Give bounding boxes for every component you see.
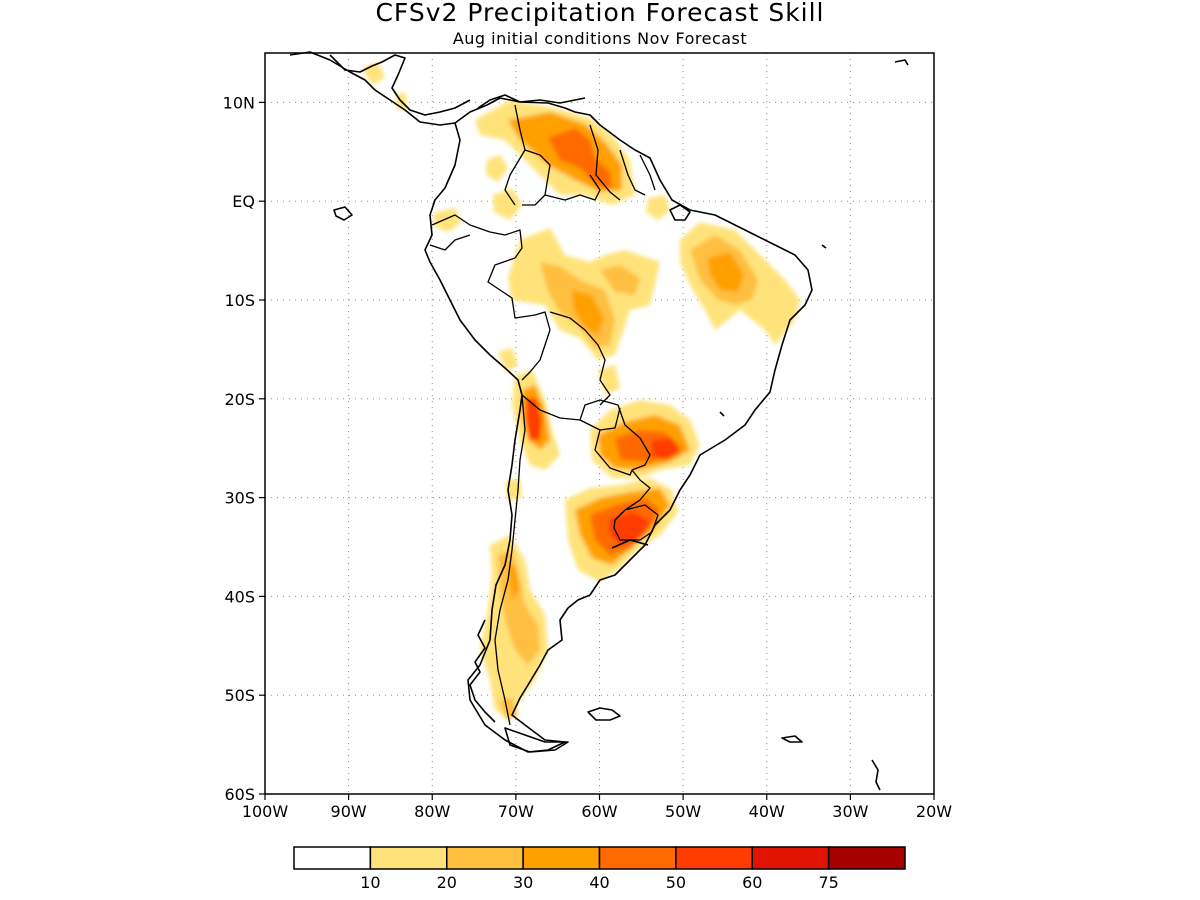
colorbar-label: 30 bbox=[513, 873, 533, 892]
colorbar-label: 40 bbox=[589, 873, 609, 892]
border-bolivia-brazil bbox=[549, 311, 611, 406]
colorbar-legend: 10 20 30 40 50 60 75 bbox=[293, 846, 906, 892]
skill-region-ne-brazil-core bbox=[708, 252, 744, 292]
caribbean-coastline bbox=[477, 94, 586, 109]
skill-region-amazon-core bbox=[572, 290, 604, 335]
border-venezuela-colombia-east bbox=[504, 149, 526, 206]
lon-tick-label: 20W bbox=[916, 802, 952, 821]
fernando-island bbox=[821, 244, 827, 249]
sandwich-islands bbox=[871, 759, 881, 791]
colorbar-bin bbox=[293, 846, 372, 870]
lon-tick-label: 90W bbox=[331, 802, 367, 821]
colorbar-bin bbox=[598, 846, 677, 870]
central-america-coastline-north bbox=[329, 54, 471, 116]
coastlines bbox=[289, 51, 909, 791]
lat-tick-label: 50S bbox=[224, 686, 255, 705]
skill-spot-colombia-2 bbox=[493, 188, 522, 220]
atlantic-island-ne bbox=[894, 59, 909, 66]
south-georgia bbox=[781, 735, 803, 743]
border-uruguay bbox=[613, 504, 659, 541]
skill-region-parana-peak bbox=[652, 438, 680, 460]
lat-tick-label: EQ bbox=[232, 192, 255, 211]
skill-spot-guiana bbox=[646, 195, 670, 220]
border-bolivia-paraguay bbox=[579, 407, 621, 431]
border-guianas bbox=[619, 149, 656, 196]
colorbar-label: 75 bbox=[818, 873, 838, 892]
longitude-axis: 100W 90W 80W 70W 60W 50W 40W 30W 20W bbox=[242, 794, 952, 821]
amazon-mouth bbox=[669, 204, 691, 221]
border-peru-brazil bbox=[487, 257, 551, 331]
skill-spot-bolivia bbox=[598, 365, 620, 395]
skill-spot-ecuador bbox=[434, 208, 462, 232]
skill-spot-peru bbox=[498, 348, 518, 372]
colorbar-label: 50 bbox=[666, 873, 686, 892]
lon-tick-label: 50W bbox=[665, 802, 701, 821]
central-america-coastline bbox=[289, 51, 456, 126]
latitude-axis: 10N EQ 10S 20S 30S 40S 50S 60S bbox=[223, 93, 265, 804]
skill-shading bbox=[362, 62, 800, 720]
colorbar-bin bbox=[675, 846, 753, 870]
south-america-coastline bbox=[424, 97, 813, 753]
colorbar-bin bbox=[522, 846, 601, 870]
border-paraguay-argentina bbox=[594, 429, 633, 476]
falkland-islands bbox=[587, 707, 621, 721]
colorbar-bin bbox=[446, 846, 524, 870]
skill-spot-colombia bbox=[486, 155, 508, 182]
chile-archipelago bbox=[469, 619, 496, 723]
skill-region-amazon-east bbox=[600, 265, 640, 295]
lat-tick-label: 60S bbox=[224, 785, 255, 804]
skill-region-patagonia-core bbox=[508, 565, 520, 600]
lon-tick-label: 100W bbox=[242, 802, 289, 821]
lat-tick-label: 40S bbox=[224, 587, 255, 606]
skill-region-patagonia-south bbox=[500, 698, 518, 720]
border-colombia-venezuela bbox=[514, 104, 551, 206]
chart-title: CFSv2 Precipitation Forecast Skill bbox=[375, 0, 824, 27]
border-paraguay-brazil bbox=[617, 404, 651, 471]
lon-tick-label: 60W bbox=[581, 802, 617, 821]
colorbar-bin bbox=[827, 846, 906, 870]
lat-tick-label: 10S bbox=[224, 291, 255, 310]
lat-tick-label: 30S bbox=[224, 489, 255, 508]
colorbar-bin bbox=[751, 846, 830, 870]
border-chile-argentina bbox=[494, 394, 526, 726]
galapagos-islands bbox=[333, 206, 353, 221]
lon-tick-label: 70W bbox=[498, 802, 534, 821]
tierra-del-fuego bbox=[504, 727, 569, 753]
colorbar-label: 20 bbox=[437, 873, 457, 892]
border-ecuador-peru bbox=[429, 234, 471, 251]
border-colombia-ecuador-peru bbox=[431, 214, 523, 259]
lat-tick-label: 20S bbox=[224, 390, 255, 409]
colorbar-bin bbox=[369, 846, 448, 870]
lon-tick-label: 80W bbox=[414, 802, 450, 821]
trindade-island bbox=[719, 411, 725, 417]
colorbar-label: 10 bbox=[360, 873, 380, 892]
lat-tick-label: 10N bbox=[223, 93, 255, 112]
chart-subtitle: Aug initial conditions Nov Forecast bbox=[453, 29, 747, 48]
border-venezuela-guyana bbox=[589, 124, 621, 201]
border-venezuela-brazil bbox=[544, 174, 601, 201]
colorbar-label: 60 bbox=[742, 873, 762, 892]
border-peru-bolivia bbox=[521, 329, 551, 381]
lon-tick-label: 40W bbox=[749, 802, 785, 821]
lon-tick-label: 30W bbox=[832, 802, 868, 821]
